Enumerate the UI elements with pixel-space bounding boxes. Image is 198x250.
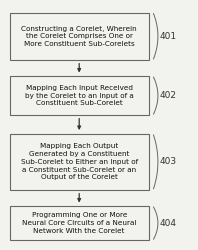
FancyBboxPatch shape: [10, 134, 148, 190]
Text: Mapping Each Output
Generated by a Constituent
Sub-Corelet to Either an Input of: Mapping Each Output Generated by a Const…: [21, 144, 138, 180]
Text: 401: 401: [160, 32, 177, 41]
Text: Mapping Each Input Received
by the Corelet to an Input of a
Constituent Sub-Core: Mapping Each Input Received by the Corel…: [25, 85, 134, 106]
Text: 404: 404: [160, 218, 177, 228]
Text: 402: 402: [160, 91, 177, 100]
Text: Constructing a Corelet, Wherein
the Corelet Comprises One or
More Constituent Su: Constructing a Corelet, Wherein the Core…: [21, 26, 137, 47]
FancyBboxPatch shape: [10, 12, 148, 60]
FancyBboxPatch shape: [10, 206, 148, 240]
Text: Programming One or More
Neural Core Circuits of a Neural
Network With the Corele: Programming One or More Neural Core Circ…: [22, 212, 136, 234]
FancyBboxPatch shape: [10, 76, 148, 115]
Text: 403: 403: [160, 158, 177, 166]
